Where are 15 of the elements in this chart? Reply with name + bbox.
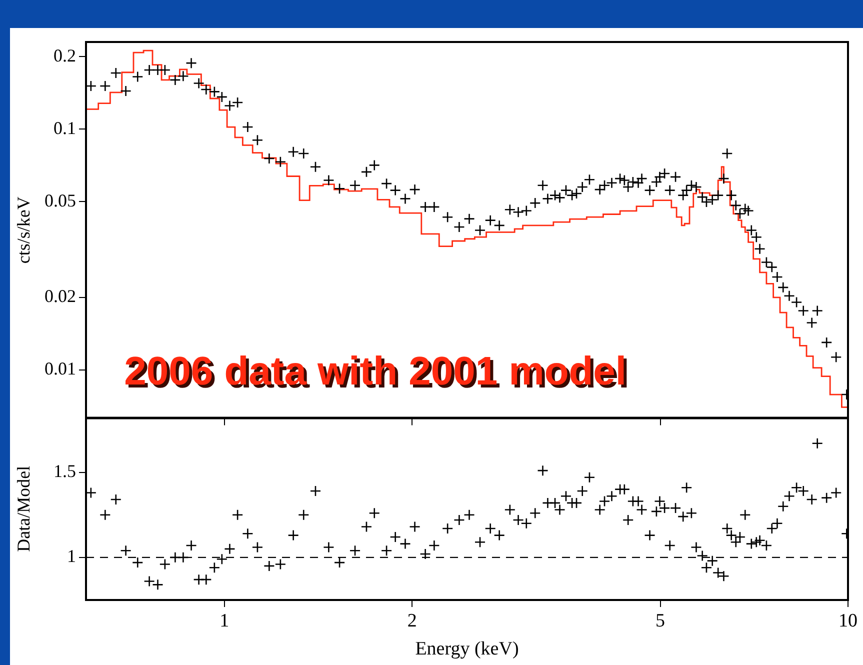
x-tick-label: 1 [220, 610, 230, 632]
y-tick-label: 0.02 [44, 286, 76, 306]
x-axis-title: Energy (keV) [415, 638, 519, 660]
y-tick-label: 1.5 [54, 461, 76, 482]
y-tick-label: 0.01 [44, 358, 76, 379]
annotation: 2006 data with 2001 model [127, 352, 630, 396]
y-tick-label: 0.2 [54, 45, 76, 66]
y-tick-label: 1 [67, 546, 76, 566]
x-tick-label: 10 [838, 610, 858, 632]
y-tick-label: 0.1 [54, 118, 76, 138]
y-axis-title: Data/Model [14, 466, 34, 552]
x-tick-label: 2 [407, 610, 417, 632]
x-tick-label: 5 [656, 610, 666, 632]
y-tick-label: 0.05 [44, 190, 76, 210]
y-axis-title: cts/s/keV [14, 196, 34, 264]
